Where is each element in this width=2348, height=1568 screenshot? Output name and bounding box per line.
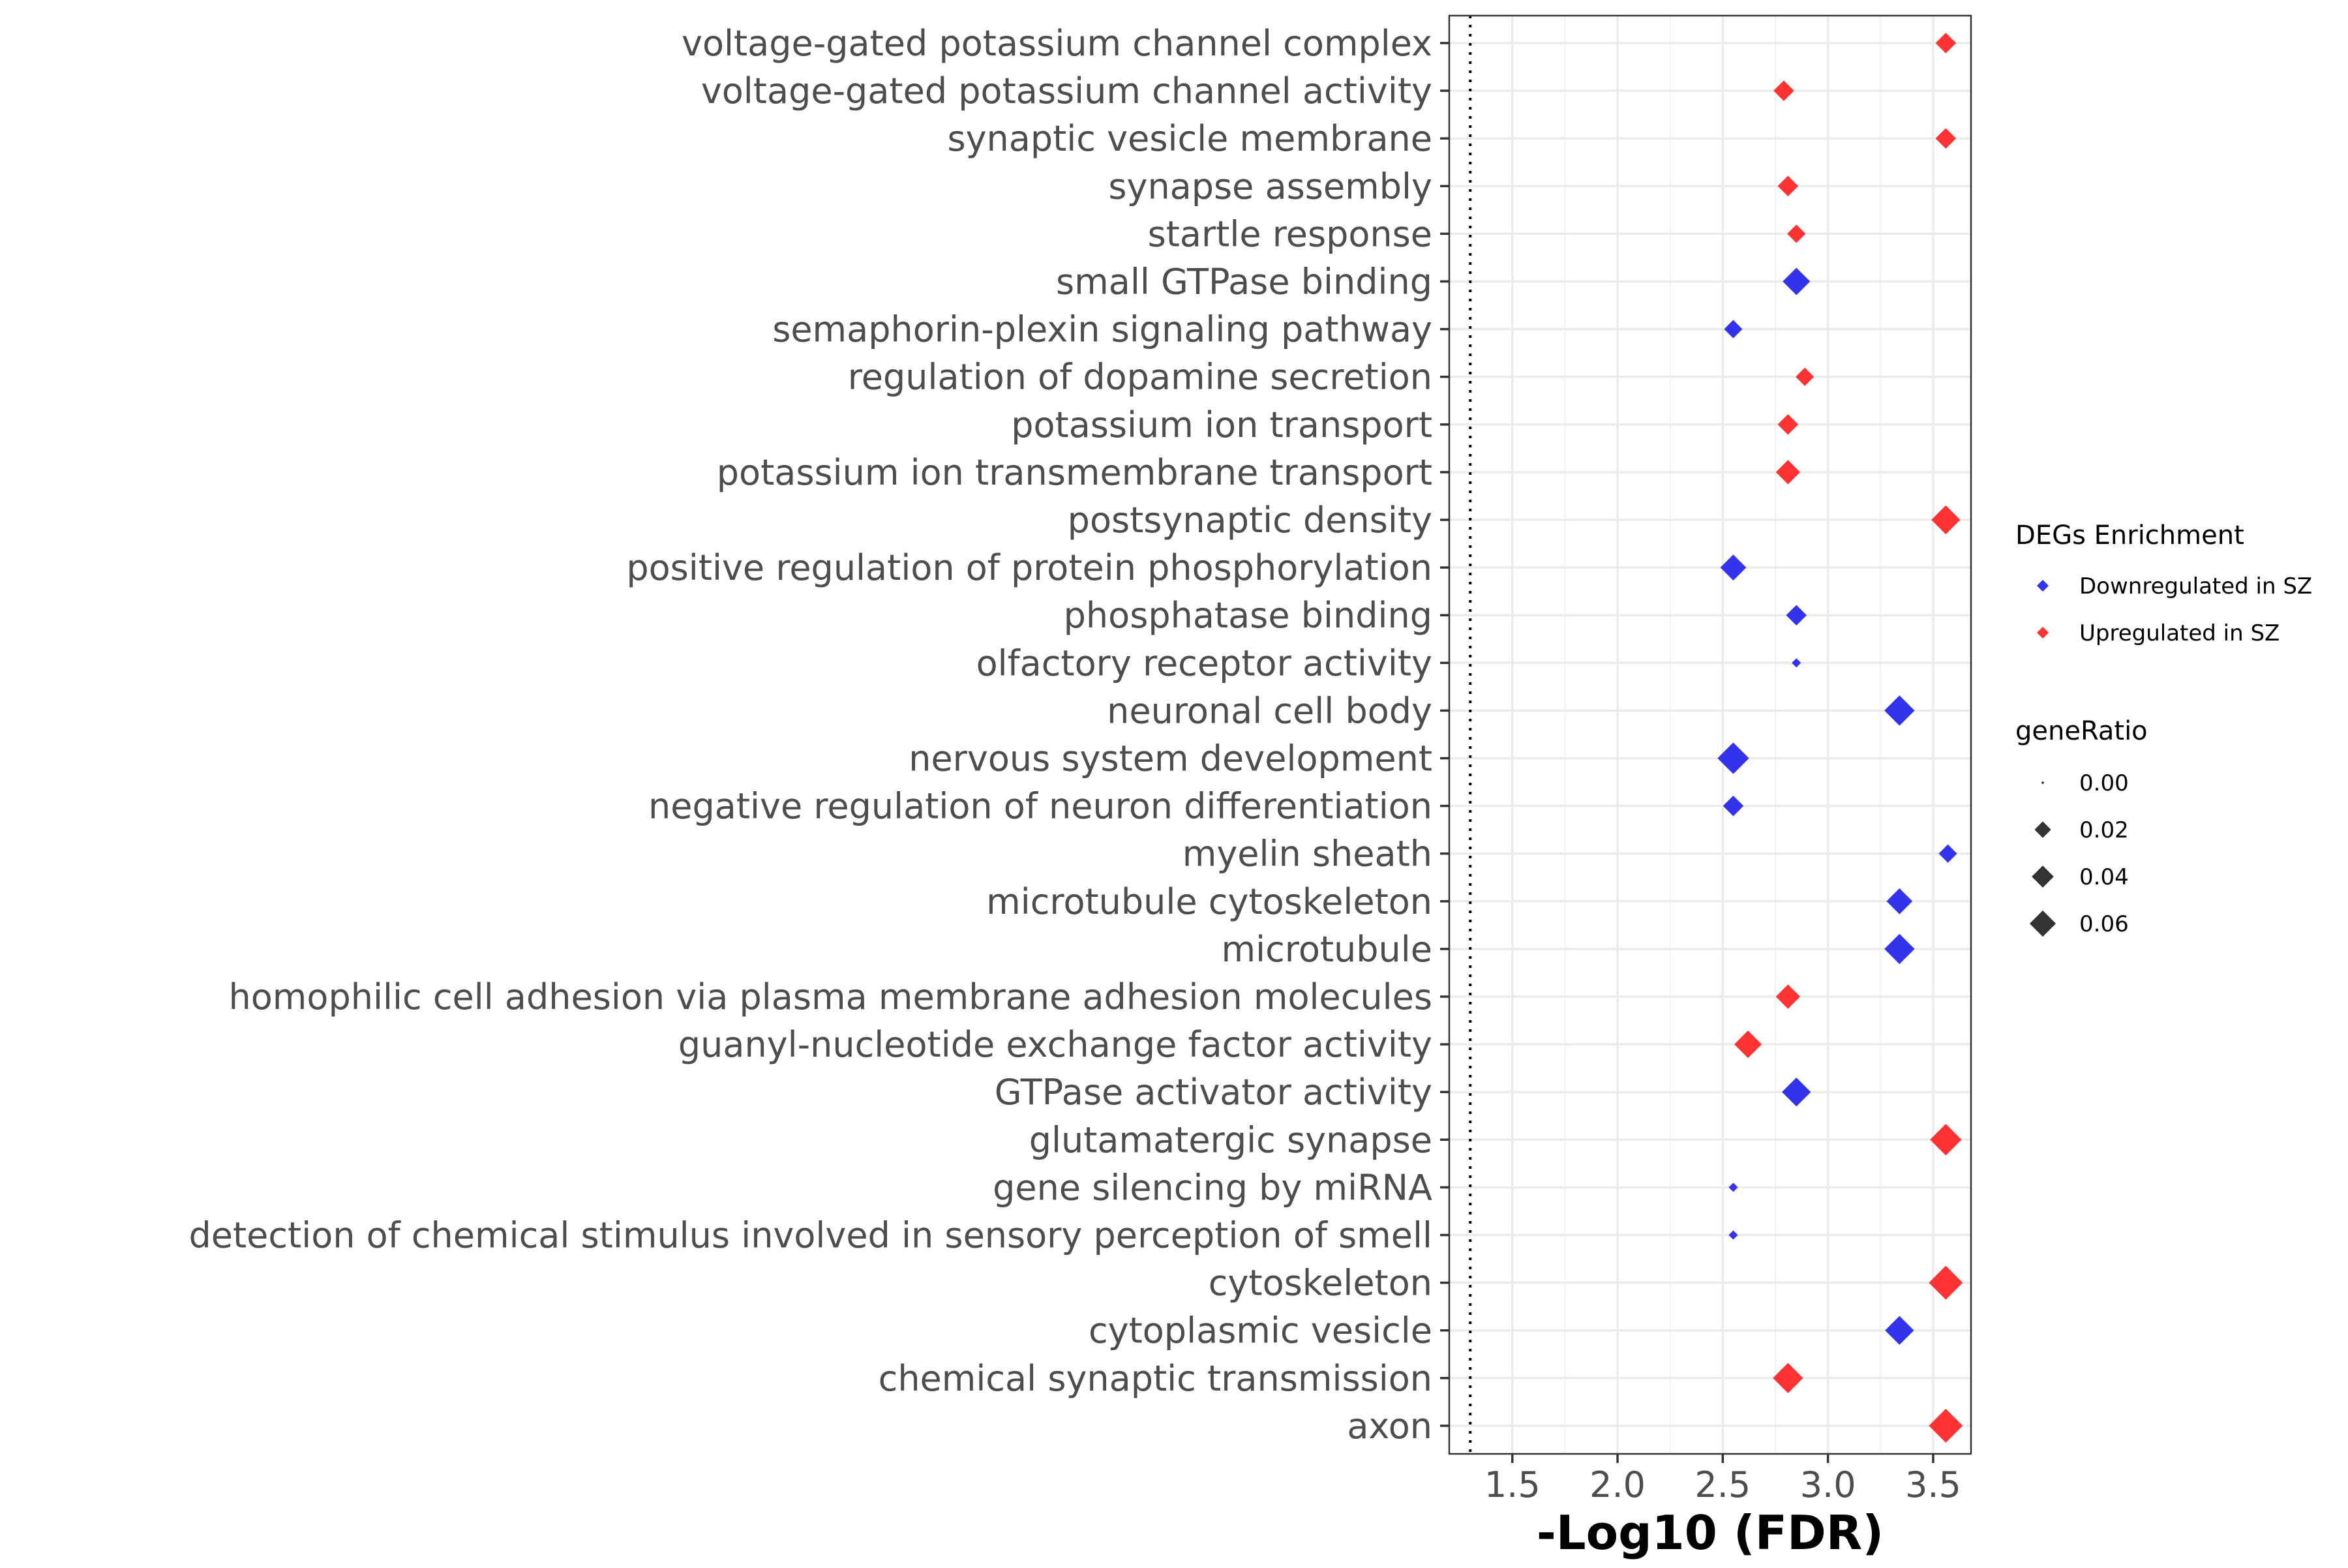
point-microtubule-cytoskeleton <box>1886 888 1913 914</box>
point-detection-of-chemical-stimulus-involved-in-sensory-perception-of-smell <box>1728 1230 1738 1240</box>
y-label-guanyl-nucleotide-exchange-factor-activity: guanyl-nucleotide exchange factor activi… <box>678 1024 1432 1065</box>
point-microtubule <box>1884 933 1915 965</box>
y-label-cytoplasmic-vesicle: cytoplasmic vesicle <box>1089 1310 1432 1351</box>
legend-size-key <box>2034 821 2051 838</box>
legend-size-label-0-06: 0.06 <box>2079 911 2129 937</box>
point-olfactory-receptor-activity <box>1792 658 1801 668</box>
legend-label-downregulated-in-sz: Downregulated in SZ <box>2079 573 2312 599</box>
x-axis-title: -Log10 (FDR) <box>1537 1505 1884 1560</box>
y-label-phosphatase-binding: phosphatase binding <box>1064 595 1432 636</box>
legend-size-title: geneRatio <box>2015 716 2148 746</box>
point-cytoplasmic-vesicle <box>1885 1316 1914 1345</box>
legend-size-key <box>2029 910 2056 937</box>
point-axon <box>1929 1408 1963 1443</box>
point-voltage-gated-potassium-channel-complex <box>1935 33 1957 53</box>
y-label-synapse-assembly: synapse assembly <box>1108 166 1432 207</box>
legend-size-label-0-02: 0.02 <box>2079 817 2129 843</box>
point-postsynaptic-density <box>1931 505 1961 535</box>
y-label-neuronal-cell-body: neuronal cell body <box>1107 690 1432 731</box>
legend-size-key <box>2041 781 2045 785</box>
y-axis-ticks <box>1440 42 1449 1427</box>
y-label-olfactory-receptor-activity: olfactory receptor activity <box>976 642 1432 684</box>
legend-color-title: DEGs Enrichment <box>2015 520 2244 550</box>
point-myelin-sheath <box>1938 844 1957 863</box>
y-label-detection-of-chemical-stimulus-involved-in-sensory-perception-of-smell: detection of chemical stimulus involved … <box>188 1215 1432 1256</box>
x-tick-label-3-5: 3.5 <box>1905 1464 1961 1505</box>
legend-size-key <box>2032 866 2054 888</box>
point-neuronal-cell-body <box>1884 695 1915 726</box>
point-gene-silencing-by-mirna <box>1728 1183 1738 1192</box>
point-cytoskeleton <box>1929 1265 1963 1300</box>
y-axis-labels: voltage-gated potassium channel complex v… <box>188 23 1432 1447</box>
y-label-startle-response: startle response <box>1148 213 1432 254</box>
y-label-glutamatergic-synapse: glutamatergic synapse <box>1029 1119 1432 1160</box>
point-synaptic-vesicle-membrane <box>1935 128 1957 149</box>
y-label-potassium-ion-transport: potassium ion transport <box>1011 404 1432 445</box>
data-points <box>1717 33 1963 1443</box>
point-semaphorin-plexin-signaling-pathway <box>1724 320 1743 339</box>
y-label-semaphorin-plexin-signaling-pathway: semaphorin-plexin signaling pathway <box>772 309 1432 350</box>
panel-background <box>1449 16 1971 1454</box>
x-tick-label-2-0: 2.0 <box>1589 1464 1646 1505</box>
y-label-microtubule-cytoskeleton: microtubule cytoskeleton <box>986 881 1432 922</box>
legend-gene-ratio: geneRatio 0.00 0.02 0.04 0.06 <box>2015 716 2148 937</box>
panel-border <box>1448 14 1972 1455</box>
y-label-postsynaptic-density: postsynaptic density <box>1068 500 1432 541</box>
point-positive-regulation-of-protein-phosphorylation <box>1720 554 1747 580</box>
y-label-small-gtpase-binding: small GTPase binding <box>1056 262 1432 303</box>
point-startle-response <box>1787 224 1806 243</box>
y-label-gtpase-activator-activity: GTPase activator activity <box>995 1072 1432 1113</box>
y-label-negative-regulation-of-neuron-differentiation: negative regulation of neuron differenti… <box>648 786 1432 827</box>
x-tick-label-2-5: 2.5 <box>1694 1464 1751 1505</box>
y-label-potassium-ion-transmembrane-transport: potassium ion transmembrane transport <box>717 452 1432 493</box>
y-label-chemical-synaptic-transmission: chemical synaptic transmission <box>879 1358 1432 1399</box>
point-potassium-ion-transmembrane-transport <box>1775 460 1800 485</box>
point-regulation-of-dopamine-secretion <box>1796 367 1814 386</box>
legend-deg-enrichment: DEGs Enrichment Downregulated in SZ Upreg… <box>2015 520 2312 646</box>
grid-lines <box>1449 16 1971 1454</box>
x-tick-label-1-5: 1.5 <box>1484 1464 1541 1505</box>
legend-label-upregulated-in-sz: Upregulated in SZ <box>2079 620 2280 646</box>
point-guanyl-nucleotide-exchange-factor-activity <box>1734 1031 1762 1059</box>
point-chemical-synaptic-transmission <box>1773 1363 1803 1393</box>
point-nervous-system-development <box>1717 742 1749 774</box>
plot-panel <box>1448 14 1972 1455</box>
y-label-cytoskeleton: cytoskeleton <box>1209 1263 1432 1304</box>
y-label-positive-regulation-of-protein-phosphorylation: positive regulation of protein phosphory… <box>626 547 1432 588</box>
point-synapse-assembly <box>1777 175 1799 197</box>
point-homophilic-cell-adhesion-via-plasma-membrane-adhesion-molecules <box>1775 984 1800 1009</box>
y-label-homophilic-cell-adhesion-via-plasma-membrane-adhesion-molecules: homophilic cell adhesion via plasma memb… <box>229 976 1432 1018</box>
y-label-voltage-gated-potassium-channel-complex: voltage-gated potassium channel complex <box>682 23 1432 64</box>
y-label-gene-silencing-by-mirna: gene silencing by miRNA <box>993 1167 1432 1208</box>
point-small-gtpase-binding <box>1783 267 1811 295</box>
point-glutamatergic-synapse <box>1930 1124 1962 1156</box>
y-label-axon: axon <box>1347 1406 1432 1447</box>
legend-size-label-0-04: 0.04 <box>2079 864 2129 890</box>
y-label-regulation-of-dopamine-secretion: regulation of dopamine secretion <box>848 357 1432 398</box>
point-potassium-ion-transport <box>1777 414 1799 435</box>
point-voltage-gated-potassium-channel-activity <box>1773 80 1794 101</box>
y-label-microtubule: microtubule <box>1222 929 1432 970</box>
legend-key-downregulated-in-sz <box>2037 580 2049 592</box>
legend-size-label-0-00: 0.00 <box>2079 770 2129 796</box>
point-gtpase-activator-activity <box>1782 1078 1811 1107</box>
y-label-nervous-system-development: nervous system development <box>909 738 1432 779</box>
x-axis-ticks: 1.5 2.0 2.5 3.0 3.5 <box>1484 1454 1961 1505</box>
legend-key-upregulated-in-sz <box>2037 627 2049 639</box>
y-label-voltage-gated-potassium-channel-activity: voltage-gated potassium channel activity <box>701 70 1432 112</box>
point-negative-regulation-of-neuron-differentiation <box>1723 795 1744 817</box>
x-tick-label-3-0: 3.0 <box>1800 1464 1856 1505</box>
y-label-synaptic-vesicle-membrane: synaptic vesicle membrane <box>947 118 1432 159</box>
point-phosphatase-binding <box>1786 605 1807 626</box>
y-label-myelin-sheath: myelin sheath <box>1182 834 1432 875</box>
